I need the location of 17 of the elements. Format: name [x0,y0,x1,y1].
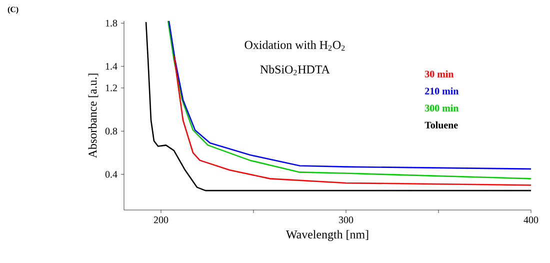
x-axis-title: Wavelength [nm] [286,230,368,241]
text: 210 min [425,87,459,94]
y-tick-label: 0.8 [105,128,118,135]
text: NbSiO$_{2}$HDTA [260,65,330,76]
text: 30 min [425,70,454,78]
text: 300 min [425,104,459,112]
y-tick-label: 1.4 [106,63,118,70]
text: Oxidation with H$_{2}$O$_{2}$ [244,40,345,51]
x-tick-label: 400 [524,216,538,224]
x-tick-label: 300 [339,216,354,224]
y-axis-title: Absorbance [a.u.] [88,74,98,158]
y-tick-label: 1.2 [106,84,117,92]
y-tick-label: 0.4 [105,170,118,178]
x-tick-label: 200 [154,216,168,224]
y-tick-label: 1.8 [106,20,118,27]
line-series [173,54,532,186]
text: Toluene [424,121,458,128]
